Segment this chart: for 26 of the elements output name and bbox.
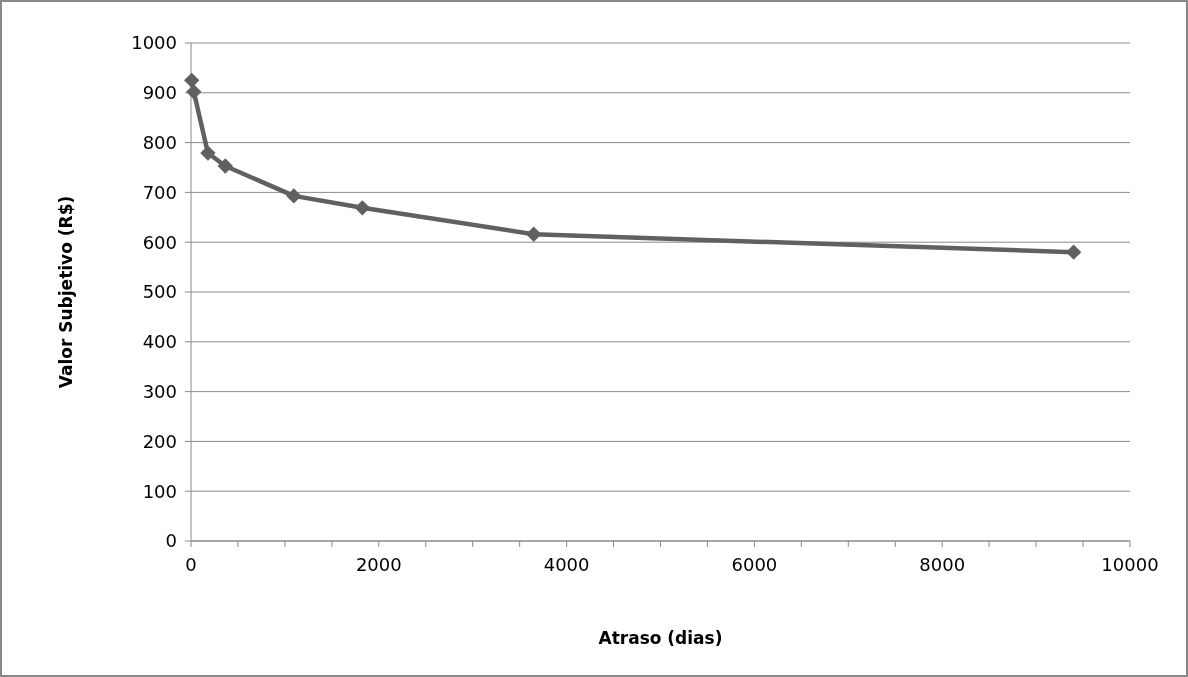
y-tick-label: 500 xyxy=(142,281,177,303)
x-tick-label: 6000 xyxy=(731,554,778,575)
point xyxy=(200,145,216,161)
point xyxy=(354,200,371,216)
point xyxy=(183,72,200,89)
point xyxy=(186,84,202,100)
x-tick-label: 2000 xyxy=(355,554,402,575)
y-tick-label: 1000 xyxy=(131,32,177,54)
point xyxy=(217,158,233,174)
y-tick-label: 700 xyxy=(142,181,177,203)
y-tick-label: 800 xyxy=(142,131,177,153)
x-axis-title: Atraso (dias) xyxy=(598,628,723,648)
y-tick-label: 300 xyxy=(142,380,177,402)
y-tick-label: 400 xyxy=(142,331,177,353)
y-tick-label: 100 xyxy=(142,480,177,502)
y-tick-label: 900 xyxy=(142,82,177,104)
x-tick-label: 10000 xyxy=(1101,554,1159,575)
y-tick-label: 600 xyxy=(142,231,177,253)
x-tick-label: 8000 xyxy=(919,554,966,575)
y-tick-label: 200 xyxy=(142,430,177,452)
y-axis-title: Valor Subjetivo (R$) xyxy=(56,195,76,389)
point xyxy=(526,226,542,242)
x-tick-label: 4000 xyxy=(543,554,590,575)
point xyxy=(286,188,302,204)
y-tick-label: 0 xyxy=(165,530,177,552)
x-tick-label: 0 xyxy=(185,554,197,575)
